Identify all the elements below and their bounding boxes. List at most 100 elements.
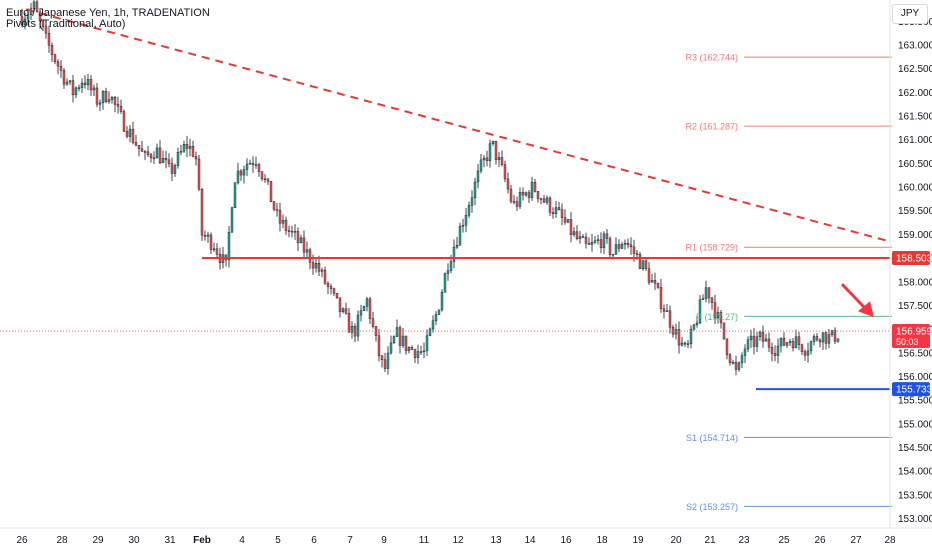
candle-body bbox=[326, 283, 330, 287]
candle-body bbox=[818, 339, 822, 343]
candle-body bbox=[800, 344, 804, 352]
candle-body bbox=[725, 338, 729, 356]
candle-body bbox=[329, 286, 333, 289]
price-tick-label: 163.000 bbox=[898, 40, 932, 51]
price-tick-label: 154.500 bbox=[898, 443, 932, 454]
candle-body bbox=[53, 54, 57, 62]
candle-body bbox=[452, 246, 456, 262]
candle-body bbox=[776, 345, 780, 356]
time-axis[interactable]: 26 28 29 30 31 Feb 4 5 6 7 9 11 12 13 14 16 18 19 20 21 23 25… bbox=[0, 527, 932, 546]
candle-body bbox=[335, 293, 339, 298]
candle-body bbox=[737, 362, 741, 370]
candle-body bbox=[650, 280, 654, 283]
candle-body bbox=[197, 158, 201, 190]
candle-body bbox=[503, 164, 507, 180]
candle-body bbox=[647, 268, 651, 283]
time-tick-label: 28 bbox=[884, 535, 896, 546]
indicator-label[interactable]: Pivots (Traditional, Auto) bbox=[6, 18, 126, 30]
candle-body bbox=[149, 154, 153, 158]
candle-body bbox=[746, 339, 750, 350]
candle-body bbox=[308, 249, 312, 263]
candle-body bbox=[518, 192, 522, 207]
candle-body bbox=[479, 159, 483, 172]
candle-body bbox=[368, 298, 372, 319]
time-tick-label: 30 bbox=[128, 535, 140, 546]
candle-body bbox=[410, 347, 414, 350]
candle-body bbox=[827, 334, 831, 344]
candle-body bbox=[674, 329, 678, 335]
candle-body bbox=[140, 148, 144, 152]
candle-body bbox=[293, 231, 297, 233]
candle-body bbox=[269, 181, 273, 202]
candle-body bbox=[44, 26, 48, 34]
candle-body bbox=[230, 207, 234, 233]
candle-body bbox=[248, 162, 252, 165]
candle-body bbox=[167, 159, 171, 164]
candle-body bbox=[401, 335, 405, 346]
candle-body bbox=[176, 152, 180, 166]
candle-body bbox=[164, 158, 168, 161]
candle-body bbox=[50, 44, 54, 55]
price-tick-label: 154.000 bbox=[898, 467, 932, 478]
candle-body bbox=[494, 140, 498, 160]
time-tick-label: 18 bbox=[596, 535, 608, 546]
candle-body bbox=[752, 335, 756, 347]
time-tick-label: Feb bbox=[193, 535, 211, 546]
candle-body bbox=[740, 355, 744, 364]
pivot-label: S1 (154.714) bbox=[686, 433, 738, 443]
candle-body bbox=[362, 306, 366, 311]
down-arrow-head[interactable] bbox=[858, 301, 874, 318]
drawing-lines[interactable] bbox=[25, 8, 891, 391]
candle-body bbox=[599, 239, 603, 248]
descending-trendline[interactable] bbox=[25, 8, 891, 243]
price-tick-label: 161.000 bbox=[898, 135, 932, 146]
currency-button[interactable]: JPY bbox=[892, 4, 928, 24]
pivot-label: R2 (161.287) bbox=[685, 122, 738, 132]
candle-body bbox=[512, 201, 516, 203]
time-tick-label: 6 bbox=[311, 535, 317, 546]
candle-body bbox=[713, 302, 717, 319]
candle-body bbox=[506, 178, 510, 190]
candle-body bbox=[407, 347, 411, 351]
candle-body bbox=[332, 288, 336, 294]
candle-body bbox=[785, 342, 789, 346]
candle-body bbox=[92, 87, 96, 91]
candle-body bbox=[686, 343, 690, 345]
candle-body bbox=[404, 335, 408, 351]
candle-body bbox=[131, 128, 135, 143]
candle-body bbox=[158, 147, 162, 164]
candle-body bbox=[548, 197, 552, 213]
candle-body bbox=[242, 169, 246, 176]
candle-body bbox=[476, 170, 480, 183]
candle-body bbox=[434, 314, 438, 322]
candle-body bbox=[635, 253, 639, 255]
candle-body bbox=[758, 331, 762, 338]
candle-body bbox=[659, 287, 663, 309]
candle-body bbox=[422, 350, 426, 353]
candle-body bbox=[260, 171, 264, 180]
candle-body bbox=[623, 242, 627, 245]
current-price-tag-countdown: 50:03 bbox=[896, 337, 919, 347]
candle-body bbox=[245, 163, 249, 170]
candle-body bbox=[497, 157, 501, 160]
candle-body bbox=[215, 248, 219, 255]
candle-body bbox=[275, 209, 279, 211]
candle-body bbox=[566, 219, 570, 223]
candle-body bbox=[449, 261, 453, 271]
candle-body bbox=[524, 192, 528, 196]
candle-body bbox=[542, 198, 546, 203]
price-tick-label: 157.500 bbox=[898, 301, 932, 312]
candle-body bbox=[98, 102, 102, 105]
price-tick-label: 153.000 bbox=[898, 514, 932, 525]
candle-body bbox=[677, 329, 681, 346]
chart-title: Euro / Japanese Yen, 1h, TRADENATION bbox=[6, 7, 210, 19]
candle-body bbox=[707, 287, 711, 299]
candle-body bbox=[695, 322, 699, 325]
candle-body bbox=[38, 11, 42, 21]
candle-body bbox=[782, 337, 786, 346]
candle-body bbox=[527, 192, 531, 198]
candle-body bbox=[455, 245, 459, 248]
candle-body bbox=[59, 66, 63, 71]
